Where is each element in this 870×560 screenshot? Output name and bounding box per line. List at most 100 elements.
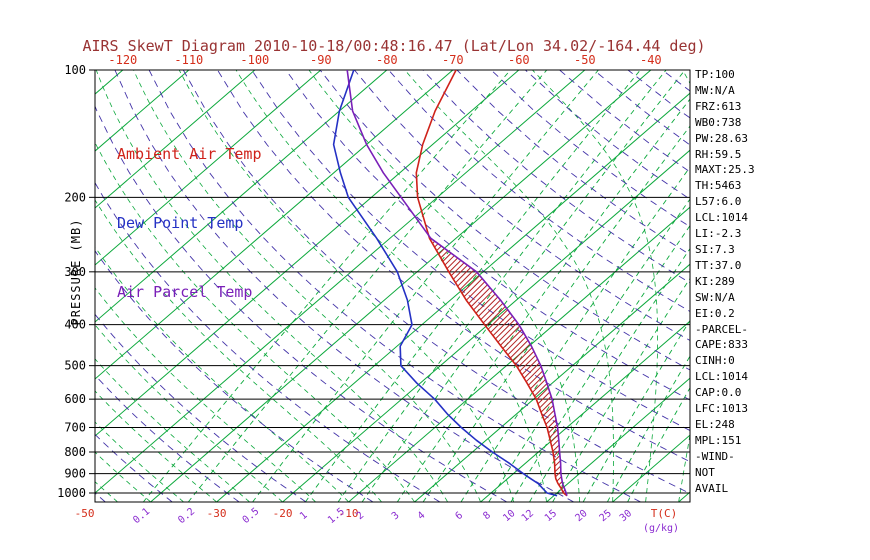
pressure-tick-label-100: 100: [64, 63, 86, 77]
moist-adiabat-line--60: [0, 70, 19, 502]
bottom-temp-label--10: -10: [339, 507, 359, 520]
isotherm-line--10: [348, 206, 690, 502]
stat-line-1: MW:N/A: [695, 83, 735, 97]
mixing-ratio-line-3: [396, 98, 690, 502]
mixing-ratio-line-30: [627, 386, 690, 502]
mixing-ratio-label-0.5: 0.5: [241, 506, 262, 526]
dry-adiabat-line-60: [251, 70, 690, 432]
dry-adiabat-line-30: [148, 70, 641, 502]
dry-adiabat-line--20: [95, 313, 307, 502]
pressure-axis-label: PRESSURE (MB): [69, 218, 83, 326]
stat-line-18: CINH:0: [695, 354, 735, 368]
isotherm-line--120: [95, 70, 124, 95]
plot-frame: [94, 69, 691, 503]
stat-line-6: MAXT:25.3: [695, 163, 755, 177]
stat-line-12: TT:37.0: [695, 258, 742, 272]
isotherm-line--20: [282, 149, 690, 502]
mixing-ratio-label-15: 15: [543, 508, 559, 524]
moist-adiabat-line-10: [133, 70, 481, 502]
gridlines: [0, 70, 870, 502]
dry-adiabat-line-70: [285, 70, 690, 401]
mixing-ratio-label-25: 25: [598, 508, 614, 524]
mixing-ratio-label-0.1: 0.1: [131, 506, 152, 526]
top-temp-label--60: -60: [508, 53, 530, 67]
air-parcel-temp-curve: [346, 70, 568, 496]
moist-adiabat-line-30: [404, 70, 614, 502]
isotherm-line--110: [95, 70, 190, 152]
bottom-temp-label--50: -50: [75, 507, 95, 520]
stat-line-21: LFC:1013: [695, 402, 748, 416]
mixing-ratio-line-0.5: [252, 70, 599, 502]
isotherm-line--90: [95, 70, 322, 266]
moist-adiabat-line-60: [811, 70, 870, 502]
mixing-ratio-line-25: [607, 355, 690, 502]
mixing-ratio-label-12: 12: [520, 508, 536, 524]
top-temp-label--90: -90: [310, 53, 332, 67]
legend-ambient-air-temp: Ambient Air Temp: [117, 145, 262, 163]
stat-line-15: EI:0.2: [695, 306, 735, 320]
dry-adiabat-line-90: [354, 70, 690, 341]
stat-line-24: -WIND-: [695, 449, 735, 463]
moist-adiabat-line--35: [95, 421, 184, 502]
pressure-gridlines: [89, 69, 691, 503]
mixing-ratio-line-12: [529, 247, 690, 502]
temp-unit-label: T(C): [651, 507, 678, 520]
stat-line-5: RH:59.5: [695, 147, 742, 161]
moist-adiabat-line--15: [95, 287, 316, 502]
stat-line-26: AVAIL: [695, 481, 729, 495]
mixing-ratio-label-8: 8: [481, 510, 493, 522]
mixing-ratio-line-2: [361, 70, 686, 502]
chart-legend: Ambient Air Temp Dew Point Temp Air Parc…: [117, 97, 262, 350]
dew-point-temp-curve: [332, 70, 558, 497]
mixing-ratio-label-10: 10: [501, 508, 517, 524]
pressure-tick-label-1000: 1000: [57, 486, 86, 500]
mixing-ratio-line-6: [460, 166, 690, 502]
dry-adiabat-line-120: [456, 70, 690, 256]
stats-panel: TP:100 MW:N/A FRZ:613 WB0:738 PW:28.63 RH:59.…: [695, 67, 755, 496]
pressure-tick-label-900: 900: [64, 467, 86, 481]
mixing-unit-label: (g/kg): [643, 523, 679, 534]
bottom-temp-label--20: -20: [273, 507, 293, 520]
stat-line-11: SI:7.3: [695, 242, 735, 256]
top-temp-label--70: -70: [442, 53, 464, 67]
dry-adiabat-line--30: [95, 374, 240, 502]
dry-adiabat-line-0: [95, 181, 441, 502]
ambient-air-temp-curve: [415, 70, 568, 497]
dry-adiabat-line-130: [490, 70, 690, 228]
dry-adiabat-line--50: [95, 492, 106, 502]
moist-adiabat-line-50: [745, 70, 870, 502]
moist-adiabat-line-40: [678, 70, 690, 502]
mixing-ratio-line-20: [582, 319, 690, 502]
legend-air-parcel-temp: Air Parcel Temp: [117, 283, 253, 301]
pressure-tick-label-200: 200: [64, 190, 86, 204]
sounding-curves: [332, 70, 568, 497]
chart-title: AIRS SkewT Diagram 2010-10-18/00:48:16.4…: [82, 37, 706, 55]
top-temp-label--40: -40: [640, 53, 662, 67]
mixing-ratio-label-0.2: 0.2: [176, 506, 197, 526]
mixing-ratio-label-20: 20: [573, 508, 589, 524]
stat-line-14: SW:N/A: [695, 290, 735, 304]
mixing-ratio-label-6: 6: [454, 510, 466, 522]
dry-adiabat-line--10: [95, 250, 374, 502]
pressure-tick-label-300: 300: [64, 265, 86, 279]
stat-line-3: WB0:738: [695, 115, 742, 129]
moist-adiabat-line-25: [308, 70, 580, 502]
stat-line-7: TH:5463: [695, 179, 742, 193]
moist-adiabat-line-55: [778, 70, 870, 502]
stat-line-22: EL:248: [695, 417, 735, 431]
dry-adiabat-line-50: [217, 70, 690, 463]
top-temp-label--80: -80: [376, 53, 398, 67]
mixing-ratio-line-1.5: [337, 70, 667, 502]
moist-adiabat-line--5: [95, 199, 382, 502]
legend-dew-point-temp: Dew Point Temp: [117, 214, 244, 232]
stat-line-0: TP:100: [695, 68, 735, 81]
stat-line-23: MPL:151: [695, 433, 742, 447]
isotherm-line-10: [480, 320, 690, 502]
top-temp-label--120: -120: [108, 53, 137, 67]
dry-adiabat-line-180: [661, 70, 690, 92]
isotherm-line--70: [95, 70, 454, 380]
moist-adiabat-line--55: [0, 70, 52, 502]
moist-adiabat-line--10: [95, 246, 349, 502]
stat-line-16: -PARCEL-: [695, 322, 748, 336]
